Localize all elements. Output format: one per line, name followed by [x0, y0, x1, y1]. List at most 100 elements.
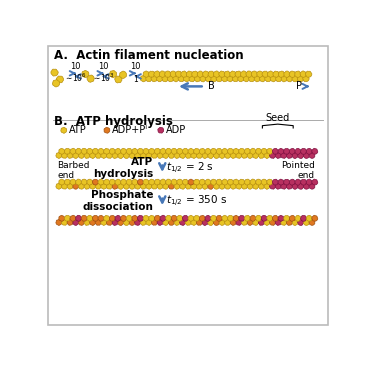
Text: ADP: ADP: [166, 125, 186, 135]
Polygon shape: [149, 179, 155, 185]
Polygon shape: [118, 183, 124, 189]
Polygon shape: [278, 71, 285, 77]
Polygon shape: [157, 183, 163, 189]
Polygon shape: [64, 149, 70, 154]
Polygon shape: [95, 183, 101, 189]
Polygon shape: [166, 148, 171, 155]
Polygon shape: [194, 179, 200, 185]
Polygon shape: [287, 183, 292, 189]
Polygon shape: [289, 179, 295, 185]
Polygon shape: [192, 71, 198, 77]
Polygon shape: [109, 148, 115, 154]
Polygon shape: [188, 179, 194, 185]
Polygon shape: [148, 71, 155, 77]
Polygon shape: [159, 71, 166, 77]
Polygon shape: [239, 148, 244, 154]
Text: $t_{1/2}$ = 350 s: $t_{1/2}$ = 350 s: [166, 195, 227, 210]
Polygon shape: [258, 152, 264, 158]
Polygon shape: [61, 127, 67, 133]
Polygon shape: [163, 219, 169, 225]
Polygon shape: [269, 184, 276, 189]
Polygon shape: [175, 71, 182, 77]
Polygon shape: [115, 179, 121, 185]
Polygon shape: [286, 75, 293, 82]
Polygon shape: [160, 179, 166, 185]
Polygon shape: [62, 219, 68, 225]
Polygon shape: [295, 71, 301, 77]
Polygon shape: [70, 215, 76, 221]
Polygon shape: [247, 183, 253, 189]
Polygon shape: [224, 71, 230, 77]
Polygon shape: [227, 75, 233, 82]
Polygon shape: [76, 148, 81, 154]
Polygon shape: [278, 148, 284, 155]
Polygon shape: [297, 75, 304, 82]
Polygon shape: [265, 75, 271, 81]
Polygon shape: [138, 215, 143, 221]
Polygon shape: [203, 71, 209, 77]
Polygon shape: [258, 219, 264, 225]
Polygon shape: [119, 71, 127, 79]
Polygon shape: [64, 215, 70, 221]
Polygon shape: [163, 183, 169, 189]
Polygon shape: [140, 75, 146, 82]
Polygon shape: [87, 215, 92, 221]
Polygon shape: [255, 215, 262, 221]
Polygon shape: [208, 219, 214, 225]
Polygon shape: [152, 184, 157, 189]
Polygon shape: [152, 219, 157, 225]
Text: 1: 1: [133, 75, 138, 84]
Polygon shape: [87, 148, 92, 154]
Polygon shape: [151, 76, 157, 82]
Polygon shape: [179, 153, 185, 159]
Polygon shape: [292, 219, 298, 226]
Polygon shape: [228, 179, 233, 185]
Polygon shape: [200, 76, 206, 82]
Polygon shape: [264, 219, 270, 225]
Polygon shape: [98, 179, 104, 185]
Text: $t_{1/2}$ = 2 s: $t_{1/2}$ = 2 s: [166, 161, 214, 176]
Polygon shape: [70, 179, 76, 185]
Polygon shape: [188, 215, 194, 221]
Polygon shape: [253, 219, 259, 225]
Polygon shape: [59, 215, 65, 221]
Polygon shape: [106, 184, 112, 189]
Polygon shape: [135, 219, 141, 225]
Polygon shape: [199, 215, 205, 221]
Polygon shape: [182, 179, 188, 185]
Polygon shape: [82, 70, 89, 78]
Polygon shape: [253, 183, 259, 189]
Polygon shape: [241, 153, 247, 158]
Polygon shape: [214, 153, 219, 159]
Polygon shape: [292, 183, 298, 189]
Polygon shape: [76, 179, 81, 185]
Text: ATP: ATP: [69, 125, 87, 135]
Polygon shape: [246, 71, 252, 77]
Polygon shape: [109, 70, 117, 78]
Polygon shape: [138, 148, 143, 154]
Polygon shape: [95, 152, 101, 158]
Polygon shape: [261, 215, 267, 221]
Polygon shape: [191, 184, 197, 189]
Polygon shape: [312, 148, 318, 154]
Polygon shape: [67, 183, 73, 189]
Polygon shape: [166, 179, 171, 185]
Polygon shape: [79, 152, 84, 159]
Polygon shape: [146, 219, 152, 225]
Text: $\sim\!10^3$: $\sim\!10^3$: [91, 71, 115, 84]
Polygon shape: [135, 152, 141, 159]
Polygon shape: [112, 183, 118, 189]
Polygon shape: [281, 184, 287, 189]
Polygon shape: [202, 219, 208, 225]
Text: Barbed
end: Barbed end: [58, 161, 90, 181]
Polygon shape: [214, 219, 219, 225]
Polygon shape: [257, 71, 263, 77]
Polygon shape: [292, 153, 298, 159]
Polygon shape: [219, 183, 225, 189]
Polygon shape: [306, 179, 312, 185]
Polygon shape: [149, 215, 155, 221]
Polygon shape: [261, 179, 267, 185]
Polygon shape: [103, 215, 109, 221]
Polygon shape: [214, 184, 219, 189]
Polygon shape: [222, 148, 228, 154]
